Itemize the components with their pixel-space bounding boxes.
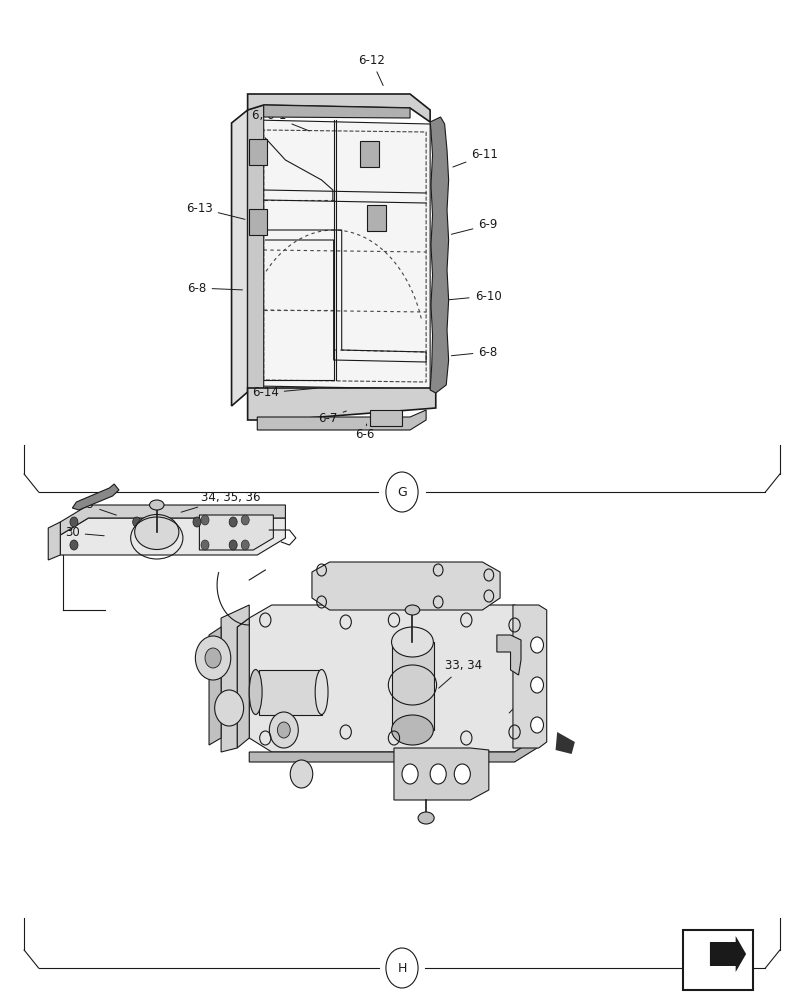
Polygon shape [247, 388, 435, 420]
Text: 6-11: 6-11 [452, 148, 498, 167]
Ellipse shape [391, 715, 433, 745]
Polygon shape [430, 117, 448, 393]
Circle shape [269, 712, 298, 748]
Polygon shape [393, 748, 488, 800]
Circle shape [530, 717, 543, 733]
Circle shape [385, 472, 418, 512]
Circle shape [214, 690, 243, 726]
Ellipse shape [315, 670, 328, 714]
Text: 6-13: 6-13 [185, 202, 245, 219]
Polygon shape [392, 642, 434, 730]
Bar [249, 139, 267, 165]
Polygon shape [237, 618, 249, 748]
Ellipse shape [418, 812, 434, 824]
Circle shape [229, 540, 237, 550]
Text: 16: 16 [508, 684, 536, 713]
Text: 6-8: 6-8 [450, 346, 497, 359]
Text: 30: 30 [65, 526, 104, 540]
Text: 6-6: 6-6 [355, 424, 374, 442]
Ellipse shape [249, 670, 262, 714]
Text: G: G [397, 486, 406, 498]
Text: 6-7: 6-7 [318, 411, 346, 424]
Bar [366, 205, 385, 231]
Circle shape [195, 636, 230, 680]
Polygon shape [709, 936, 745, 972]
Circle shape [385, 948, 418, 988]
Circle shape [454, 764, 470, 784]
Polygon shape [255, 120, 430, 389]
Circle shape [277, 722, 290, 738]
Bar [683, 930, 752, 990]
Ellipse shape [405, 605, 419, 615]
Circle shape [402, 764, 418, 784]
Polygon shape [60, 505, 285, 535]
Text: 33, 34: 33, 34 [438, 660, 482, 688]
Bar [369, 410, 402, 426]
Polygon shape [259, 670, 321, 715]
Polygon shape [199, 515, 273, 550]
Polygon shape [249, 738, 536, 762]
Circle shape [241, 515, 249, 525]
Text: 6-9: 6-9 [450, 219, 497, 234]
Text: 6-10: 6-10 [448, 290, 501, 302]
Circle shape [70, 540, 78, 550]
Ellipse shape [391, 627, 433, 657]
Text: 6-12: 6-12 [357, 53, 385, 85]
Circle shape [290, 760, 312, 788]
Polygon shape [247, 105, 263, 392]
Text: 34, 35, 36: 34, 35, 36 [181, 490, 260, 512]
Circle shape [70, 517, 78, 527]
Polygon shape [209, 627, 221, 745]
Bar [360, 141, 379, 167]
Ellipse shape [149, 500, 164, 510]
Circle shape [241, 540, 249, 550]
Circle shape [205, 648, 221, 668]
Text: H: H [397, 962, 406, 974]
Polygon shape [72, 484, 119, 510]
Polygon shape [312, 562, 499, 610]
Circle shape [132, 517, 141, 527]
Polygon shape [60, 518, 285, 555]
Circle shape [229, 517, 237, 527]
Polygon shape [555, 732, 574, 754]
Text: 6-8: 6-8 [187, 282, 243, 294]
Circle shape [430, 764, 446, 784]
Polygon shape [247, 94, 430, 122]
Polygon shape [231, 110, 247, 406]
Text: 6, 6-1: 6, 6-1 [252, 108, 309, 131]
Text: 15: 15 [79, 498, 116, 515]
Bar [249, 209, 267, 235]
Polygon shape [249, 605, 536, 752]
Circle shape [193, 517, 201, 527]
Polygon shape [496, 635, 520, 675]
Ellipse shape [135, 514, 178, 550]
Circle shape [530, 677, 543, 693]
Polygon shape [48, 522, 60, 560]
Text: 6-14: 6-14 [251, 386, 316, 399]
Circle shape [530, 637, 543, 653]
Circle shape [201, 515, 209, 525]
Polygon shape [512, 605, 546, 748]
Polygon shape [263, 105, 410, 118]
Polygon shape [221, 605, 249, 752]
Circle shape [201, 540, 209, 550]
Polygon shape [257, 410, 426, 430]
